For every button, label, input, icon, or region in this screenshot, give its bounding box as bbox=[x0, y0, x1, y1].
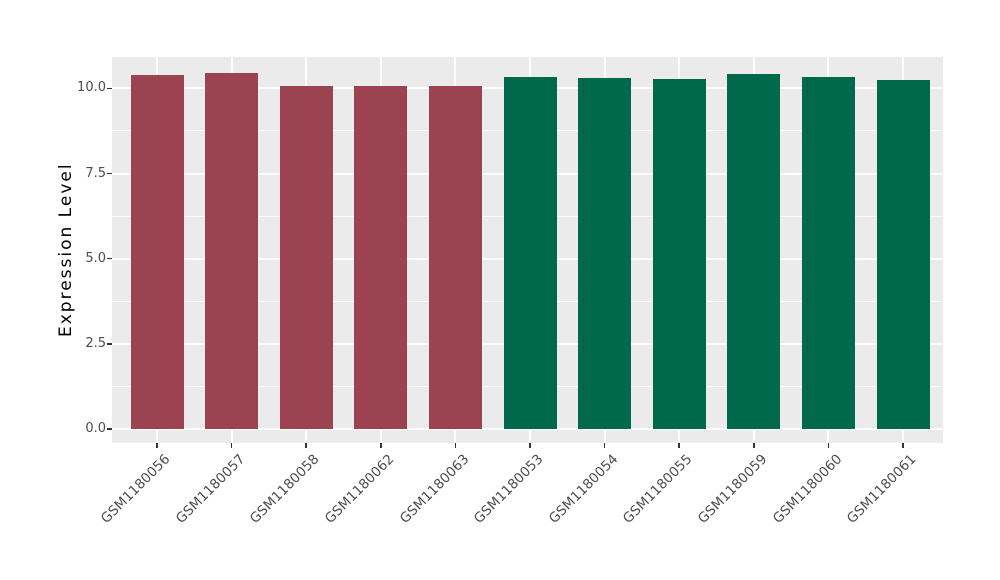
x-tick-mark bbox=[454, 443, 457, 448]
x-tick-mark bbox=[753, 443, 755, 448]
bar-GSM1180063 bbox=[428, 85, 482, 429]
bar-GSM1180062 bbox=[354, 85, 408, 429]
x-tick-mark bbox=[529, 443, 531, 448]
x-tick-mark bbox=[827, 443, 830, 448]
x-tick-label: GSM1180063 bbox=[396, 451, 472, 527]
x-tick-label: GSM1180055 bbox=[620, 451, 696, 527]
x-tick-label: GSM1180061 bbox=[844, 451, 920, 527]
x-tick-label: GSM1180062 bbox=[321, 451, 398, 527]
y-tick-label: 7.5 bbox=[85, 165, 106, 181]
bar-GSM1180061 bbox=[876, 80, 930, 429]
bar-GSM1180056 bbox=[130, 74, 184, 429]
plot-panel bbox=[112, 57, 943, 443]
y-tick-label: 0.0 bbox=[85, 421, 106, 436]
bar-GSM1180060 bbox=[801, 77, 855, 429]
bar-GSM1180053 bbox=[503, 77, 557, 429]
bar-GSM1180054 bbox=[578, 78, 632, 429]
x-tick-label: GSM1180059 bbox=[694, 451, 771, 527]
y-tick-mark bbox=[107, 343, 112, 345]
y-tick-mark bbox=[107, 172, 112, 175]
bar-GSM1180059 bbox=[727, 73, 781, 429]
y-tick-label: 10.0 bbox=[77, 80, 106, 96]
bar-GSM1180055 bbox=[652, 78, 706, 429]
gridline-major bbox=[112, 428, 943, 430]
y-tick-mark bbox=[107, 257, 112, 260]
x-tick-label: GSM1180060 bbox=[769, 451, 845, 527]
y-tick-mark bbox=[107, 428, 112, 430]
x-tick-mark bbox=[305, 443, 307, 448]
x-tick-mark bbox=[902, 443, 904, 448]
x-tick-mark bbox=[380, 443, 382, 448]
y-tick-label: 5.0 bbox=[85, 250, 106, 266]
x-tick-label: GSM1180056 bbox=[98, 451, 174, 527]
x-tick-mark bbox=[230, 443, 233, 448]
bar-GSM1180058 bbox=[279, 85, 333, 429]
x-tick-mark bbox=[603, 443, 606, 448]
x-tick-label: GSM1180057 bbox=[172, 451, 249, 527]
x-tick-label: GSM1180054 bbox=[545, 451, 622, 527]
y-tick-label: 2.5 bbox=[85, 335, 106, 351]
x-tick-mark bbox=[156, 443, 158, 448]
x-tick-label: GSM1180053 bbox=[471, 451, 547, 527]
bar-GSM1180057 bbox=[205, 73, 259, 429]
x-tick-label: GSM1180058 bbox=[247, 451, 323, 527]
x-tick-mark bbox=[678, 443, 680, 448]
y-tick-mark bbox=[107, 87, 112, 90]
